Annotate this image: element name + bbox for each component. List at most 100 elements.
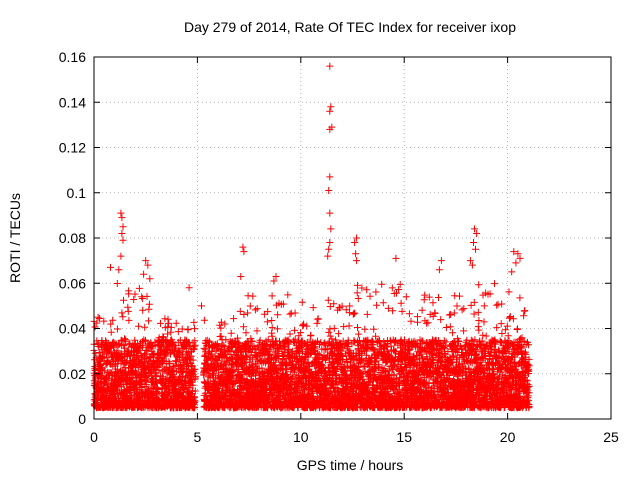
roti-point	[109, 316, 117, 324]
roti-point	[153, 379, 161, 387]
roti-point	[249, 292, 257, 300]
roti-point	[164, 330, 172, 338]
roti-point	[110, 344, 118, 352]
roti-point	[118, 309, 126, 317]
roti-point	[97, 366, 105, 374]
roti-point	[113, 325, 121, 333]
roti-point	[154, 389, 162, 397]
roti-point	[325, 328, 333, 336]
roti-point	[363, 286, 371, 294]
roti-point	[172, 319, 180, 327]
roti-point	[135, 284, 143, 292]
roti-point	[372, 288, 380, 296]
roti-point	[138, 295, 146, 302]
roti-point	[418, 306, 426, 314]
roti-point	[314, 315, 322, 323]
roti-point	[190, 318, 198, 326]
roti-point	[297, 329, 305, 337]
roti-point	[145, 305, 153, 313]
roti-point	[286, 310, 294, 318]
roti-point	[354, 295, 362, 302]
roti-point	[160, 333, 167, 341]
chart-title: Day 279 of 2014, Rate Of TEC Index for r…	[184, 19, 516, 35]
roti-point	[370, 325, 378, 333]
roti-point	[120, 296, 127, 304]
roti-point	[353, 289, 361, 297]
roti-point	[240, 311, 248, 318]
roti-point	[307, 331, 315, 339]
roti-point	[322, 346, 330, 354]
roti-point	[155, 366, 163, 374]
roti-point	[200, 316, 208, 324]
roti-point	[134, 364, 142, 372]
roti-point	[291, 309, 299, 317]
roti-point	[217, 332, 225, 340]
roti-point	[431, 309, 439, 317]
roti-point	[251, 306, 259, 314]
roti-point	[263, 318, 271, 326]
roti-point	[397, 299, 405, 307]
roti-point	[145, 300, 153, 308]
roti-point	[122, 336, 130, 344]
roti-point	[268, 324, 276, 332]
roti-point	[274, 311, 282, 319]
roti-point	[407, 317, 415, 325]
roti-point	[142, 380, 150, 388]
roti-point	[167, 323, 175, 331]
roti-point	[244, 309, 252, 317]
roti-point	[363, 310, 371, 318]
roti-point	[165, 319, 173, 327]
roti-point	[175, 347, 183, 355]
roti-point	[157, 319, 164, 327]
roti-point	[191, 325, 198, 333]
roti-point	[124, 307, 132, 315]
roti-point	[145, 317, 153, 325]
roti-point	[131, 290, 139, 298]
roti-point	[355, 330, 363, 338]
roti-point	[335, 330, 343, 338]
roti-point	[268, 292, 276, 300]
roti-point	[221, 320, 229, 328]
roti-point	[107, 328, 115, 336]
roti-point	[161, 315, 169, 323]
roti-point	[361, 325, 369, 333]
roti-point	[169, 372, 177, 380]
roti-point	[230, 315, 238, 323]
roti-point	[246, 302, 254, 310]
roti-point	[217, 318, 225, 326]
roti-point	[268, 317, 276, 324]
roti-point	[424, 319, 432, 327]
roti-point	[126, 387, 134, 394]
roti-point	[222, 336, 230, 344]
roti-point	[184, 326, 192, 334]
roti-point	[236, 307, 244, 315]
roti-point	[227, 329, 235, 337]
roti-point	[324, 296, 332, 304]
roti-point	[340, 323, 348, 331]
roti-point	[219, 341, 227, 349]
roti-point	[273, 325, 281, 333]
roti-point	[141, 323, 149, 331]
grid-lines	[94, 57, 611, 419]
roti-point	[284, 291, 292, 299]
roti-point	[107, 320, 115, 328]
roti-point	[437, 316, 445, 324]
roti-point	[291, 326, 299, 334]
roti-point	[162, 352, 170, 360]
roti-point	[100, 317, 108, 325]
roti-point	[346, 302, 354, 310]
roti-point	[113, 280, 121, 287]
roti-point	[125, 287, 133, 295]
roti-point	[313, 319, 321, 327]
roti-point	[351, 309, 359, 317]
roti-point	[286, 330, 294, 338]
roti-point	[396, 280, 404, 288]
roti-point	[101, 367, 109, 375]
roti-point	[174, 354, 182, 361]
roti-point	[130, 296, 138, 303]
roti-point	[429, 299, 437, 307]
roti-point	[93, 394, 101, 402]
roti-point	[106, 347, 114, 355]
roti-point	[354, 324, 361, 331]
